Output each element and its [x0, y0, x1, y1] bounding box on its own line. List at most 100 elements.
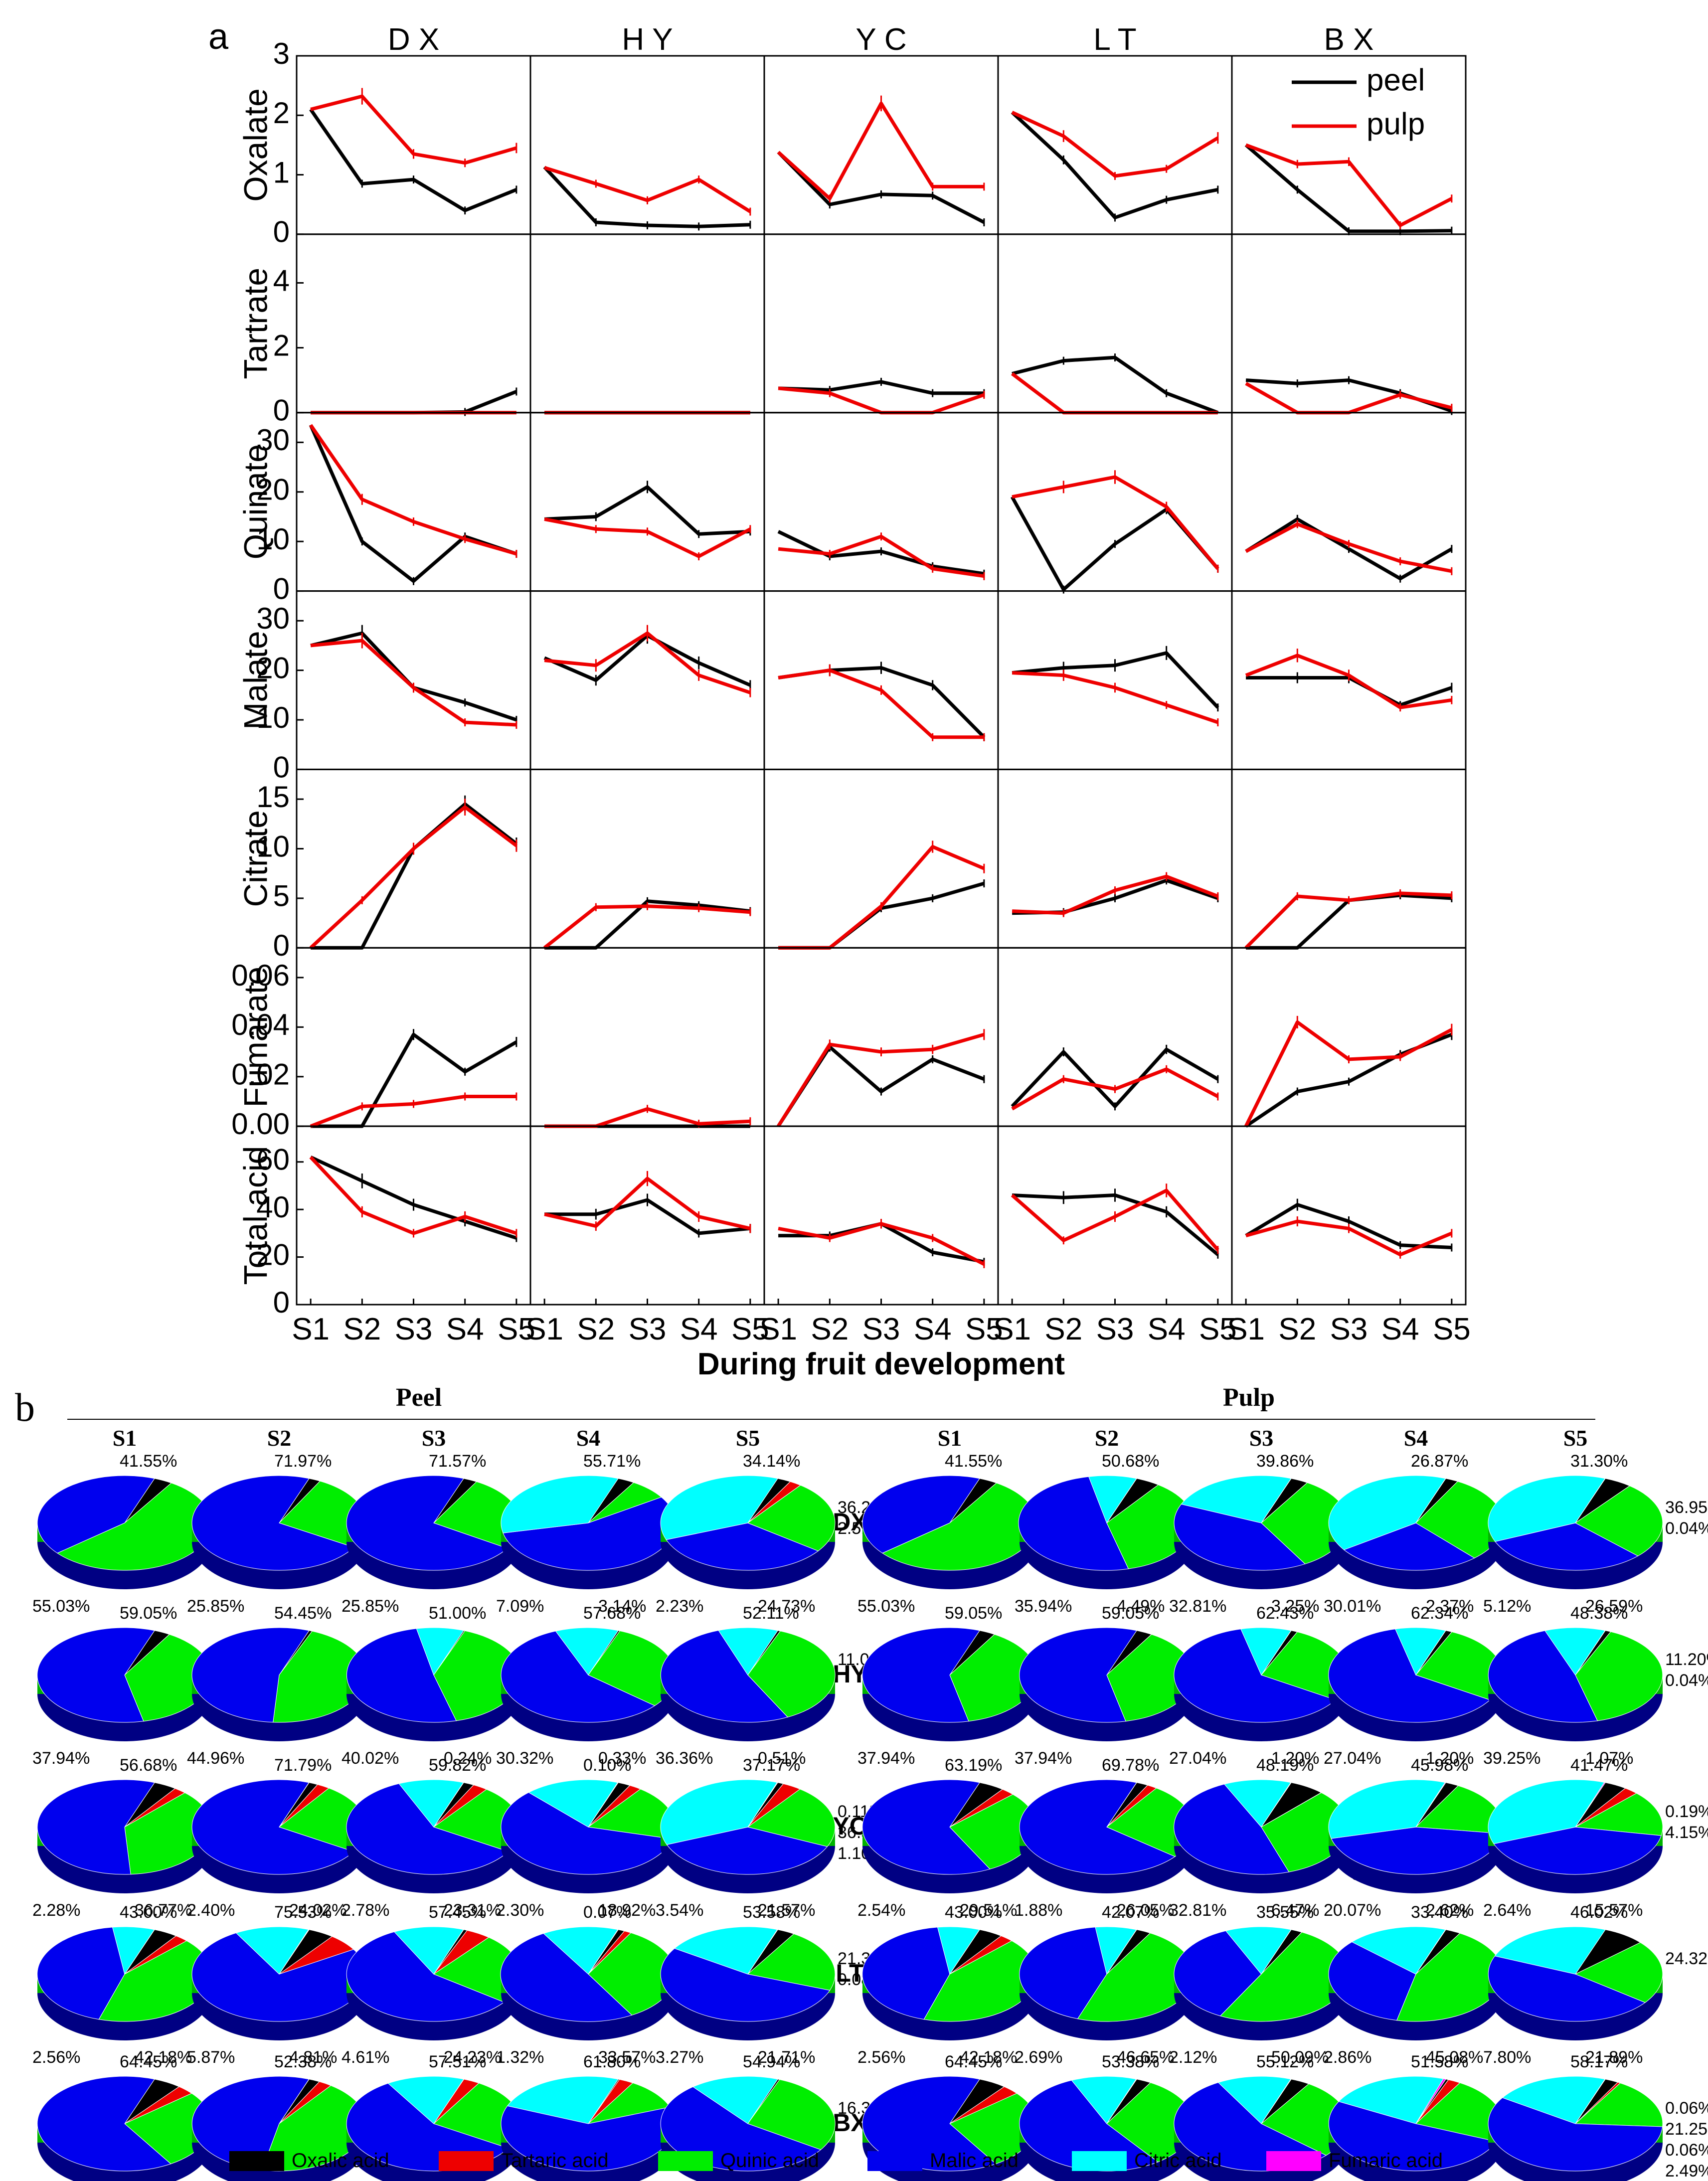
x-tick-label: S1: [1227, 1312, 1265, 1346]
pie-percent-label: 32.81%: [1169, 1901, 1226, 1920]
cultivar-title: H Y: [622, 22, 673, 57]
cultivar-title: D X: [388, 22, 439, 57]
pie-percent-label: 63.19%: [945, 1756, 1002, 1775]
pie-percent-label: 71.97%: [274, 1452, 332, 1471]
x-tick-label: S1: [525, 1312, 563, 1346]
pulp-pie: 46.02% 24.32% 21.89% 7.80%: [1483, 1903, 1708, 2067]
peel-pie: 59.05%3.01%37.94%: [32, 1604, 262, 1768]
pie-slice: [660, 1475, 778, 1540]
pie-slice: [191, 2076, 310, 2171]
pie-percent-label: 42.18%: [135, 2048, 192, 2067]
pie-percent-label: 24.32%: [1665, 1949, 1708, 1968]
peel-pie: 34.14%36.28%2.51%24.73%2.23%: [656, 1452, 895, 1616]
pie-percent-label: 40.02%: [342, 1749, 399, 1768]
pulp-pie: 48.19%30.20%12.44%0.04%0.09%6.47%32.81%: [1169, 1756, 1408, 1920]
pie-percent-label: 15.57%: [1585, 1901, 1643, 1920]
pie-percent-label: 37.94%: [1015, 1749, 1072, 1768]
pie-percent-label: 48.19%: [1256, 1756, 1314, 1775]
pie-percent-label: 54.94%: [743, 2052, 800, 2071]
pie-percent-label: 2.30%: [496, 1901, 544, 1920]
x-tick-label: S4: [1381, 1312, 1419, 1346]
pie-percent-label: 3.27%: [656, 2048, 703, 2067]
pie-slice: [1415, 1630, 1446, 1676]
pie-slice: [1018, 1476, 1129, 1571]
stage-label-pulp: S5: [1563, 1425, 1588, 1451]
pie-slice: [37, 1475, 155, 1554]
pie-percent-label: 2.49%: [1665, 2162, 1708, 2181]
pie-slice: [1261, 1929, 1292, 1975]
pie-slice: [1240, 1627, 1292, 1676]
pie-slice: [433, 1929, 464, 1975]
group-title-pulp: Pulp: [1223, 1383, 1275, 1412]
pie-percent-label: 36.95%: [1665, 1498, 1708, 1517]
pie-percent-label: 2.56%: [857, 2048, 905, 2067]
y-tick-label: 0: [273, 215, 290, 249]
peel-pie: 71.79%0.02%1.67%24.02%2.40%: [187, 1756, 417, 1920]
pie-slice: [279, 1929, 310, 1975]
pie-slice: [500, 1933, 633, 2022]
y-tick-label: 0: [273, 750, 290, 784]
x-tick-label: S3: [1330, 1312, 1368, 1346]
legend-item-label: Citric acid: [1134, 2150, 1222, 2172]
y-tick-label: 4: [273, 264, 290, 297]
pie-slice: [660, 1779, 778, 1845]
y-tick-label: 30: [256, 602, 290, 635]
x-tick-label: S1: [292, 1312, 330, 1346]
pie-percent-label: 0.06%: [1665, 2141, 1708, 2160]
pie-percent-label: 62.34%: [1411, 1604, 1468, 1623]
pie-slice: [1415, 1929, 1446, 1975]
pie-percent-label: 44.96%: [187, 1749, 244, 1768]
pie-percent-label: 50.09%: [1271, 2048, 1329, 2067]
pie-percent-label: 0.33%: [598, 1749, 646, 1768]
pie-slice: [1225, 1926, 1292, 1975]
pie-percent-label: 1.20%: [1426, 1749, 1474, 1768]
peel-pie: 57.68%11.67%0.33%30.32%: [496, 1604, 734, 1768]
pie-percent-label: 26.87%: [1411, 1452, 1468, 1471]
y-tick-label: 15: [256, 780, 290, 814]
peel-pie: 71.57%2.58%25.85%: [342, 1452, 571, 1616]
y-tick-label: 2: [273, 329, 290, 362]
x-tick-label: S3: [862, 1312, 900, 1346]
y-tick-label: 20: [256, 473, 290, 506]
stage-label-peel: S3: [422, 1425, 446, 1451]
pie-slice: [398, 1779, 464, 1828]
pie-percent-label: 0.24%: [444, 1749, 492, 1768]
pie-slice: [1181, 1475, 1292, 1523]
pie-percent-label: 62.43%: [1256, 1604, 1314, 1623]
pie-percent-label: 6.47%: [1271, 1901, 1319, 1920]
pie-slice: [1574, 2082, 1663, 2127]
peel-pie: 61.80%24.41%0.24%2.71%10.74%: [501, 2052, 735, 2181]
pie-percent-label: 43.00%: [120, 1903, 177, 1922]
pie-slice: [1574, 1942, 1663, 2003]
legend-color-swatch: [1266, 2151, 1321, 2171]
y-tick-label: 0: [273, 394, 290, 427]
pie-percent-label: 42.07%: [1102, 1903, 1159, 1922]
x-tick-label: S4: [446, 1312, 484, 1346]
pie-slice: [528, 1779, 618, 1828]
pie-slice: [1328, 1941, 1416, 2021]
pie-percent-label: 4.61%: [342, 2048, 389, 2067]
pie-percent-label: 21.25%: [1665, 2120, 1708, 2139]
pie-percent-label: 36.77%: [135, 1901, 192, 1920]
pie-slice: [1395, 1627, 1446, 1676]
pie-percent-label: 3.25%: [1271, 1597, 1319, 1616]
legend-item-label: Tartaric acid: [501, 2150, 609, 2172]
pie-slice: [1106, 1478, 1137, 1523]
pie-percent-label: 34.14%: [743, 1452, 800, 1471]
pie-percent-label: 51.00%: [429, 1604, 486, 1623]
pie-slice: [1343, 1522, 1475, 1571]
legend-color-swatch: [229, 2151, 284, 2171]
pie-slice: [1502, 2076, 1606, 2124]
peel-pie: 43.00%0.02%7.78%4.46%42.18%2.56%: [32, 1903, 262, 2067]
peel-pie: 54.45%0.59%44.96%: [187, 1604, 417, 1768]
pie-percent-label: 4.49%: [1117, 1597, 1165, 1616]
pie-percent-label: 57.51%: [429, 2052, 486, 2071]
pie-slice: [747, 1933, 836, 1991]
pie-percent-label: 2.40%: [187, 1901, 235, 1920]
pie-percent-label: 43.00%: [945, 1903, 1002, 1922]
pulp-pie: 45.98%35.97%0.14%2.62%20.07%: [1324, 1756, 1563, 1920]
legend-color-swatch: [439, 2151, 494, 2171]
x-tick-label: S1: [759, 1312, 797, 1346]
pie-slice: [1495, 1522, 1639, 1571]
pie-percent-label: 1.88%: [1015, 1901, 1062, 1920]
